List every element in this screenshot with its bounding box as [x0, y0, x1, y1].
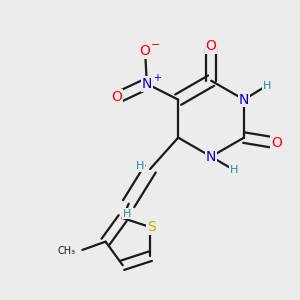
Text: CH₃: CH₃: [57, 246, 75, 256]
Text: N: N: [206, 150, 216, 164]
Text: H: H: [263, 81, 271, 91]
Text: O: O: [140, 44, 151, 58]
Text: H: H: [123, 208, 131, 219]
Text: N: N: [239, 93, 249, 106]
Text: H: H: [230, 165, 238, 175]
Text: H: H: [136, 161, 144, 171]
Text: +: +: [153, 73, 161, 83]
Text: S: S: [147, 220, 155, 234]
Text: −: −: [150, 40, 160, 50]
Text: O: O: [112, 90, 122, 104]
Text: O: O: [206, 39, 217, 53]
Text: O: O: [271, 136, 282, 150]
Text: N: N: [142, 77, 152, 91]
